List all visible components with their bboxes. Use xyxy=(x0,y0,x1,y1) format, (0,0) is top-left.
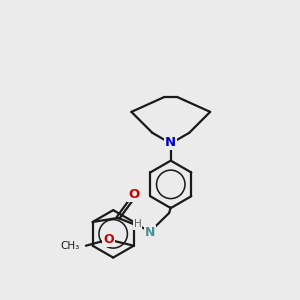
Text: H: H xyxy=(134,219,142,230)
Text: N: N xyxy=(145,226,155,239)
Text: O: O xyxy=(103,233,114,246)
Text: N: N xyxy=(165,136,176,149)
Text: O: O xyxy=(128,188,139,201)
Text: CH₃: CH₃ xyxy=(61,241,80,251)
